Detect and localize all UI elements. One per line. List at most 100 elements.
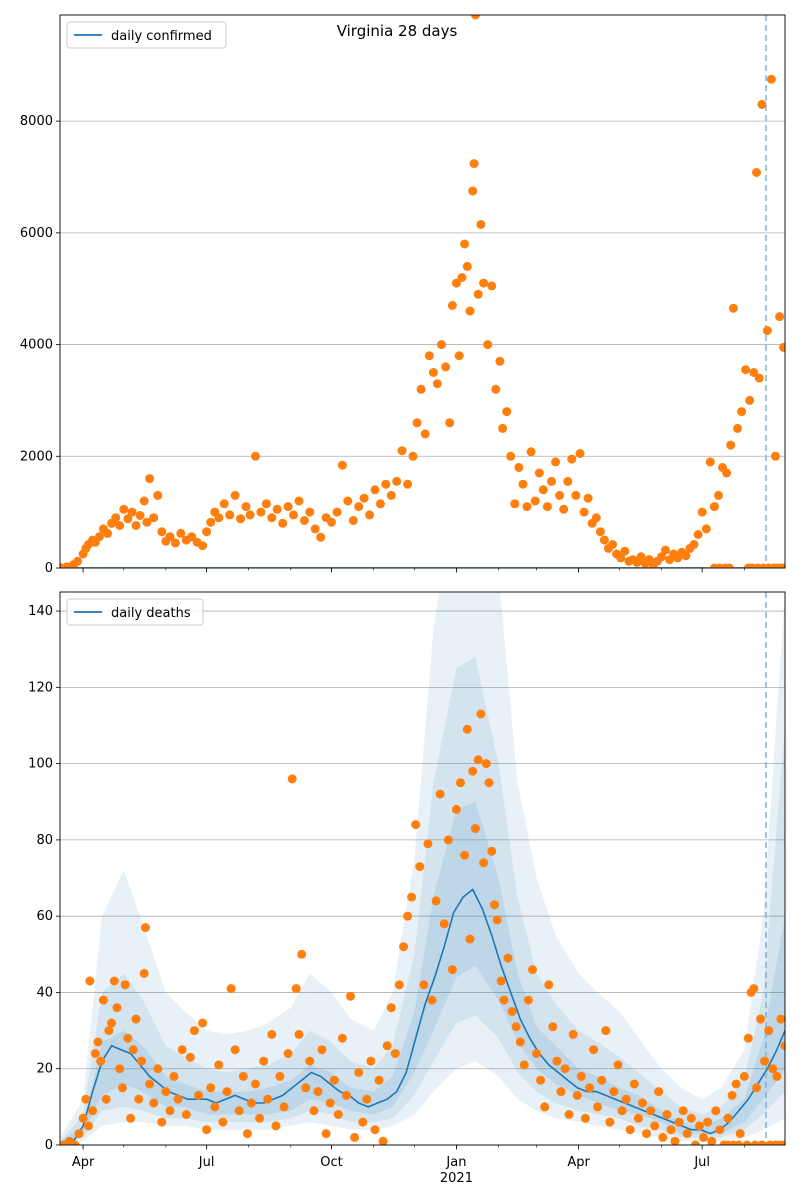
- data-point: [291, 984, 301, 994]
- data-point: [123, 514, 133, 524]
- data-point: [272, 504, 282, 514]
- data-point: [532, 1049, 541, 1058]
- data-point: [420, 429, 430, 439]
- data-point: [131, 521, 141, 530]
- data-point: [697, 507, 707, 517]
- y-tick-label: 8000: [20, 114, 53, 129]
- legend-label: daily confirmed: [111, 29, 212, 44]
- data-point: [620, 546, 630, 556]
- data-point: [246, 1098, 256, 1108]
- data-point: [766, 74, 776, 84]
- data-point: [366, 1056, 376, 1066]
- data-point: [445, 418, 455, 428]
- data-point: [768, 1064, 778, 1074]
- data-point: [176, 528, 186, 538]
- data-point: [297, 949, 307, 959]
- data-point: [139, 496, 149, 506]
- data-point: [572, 1090, 582, 1100]
- data-point: [153, 1064, 163, 1074]
- data-point: [189, 1026, 199, 1036]
- data-point: [470, 824, 480, 833]
- data-point: [165, 532, 175, 542]
- x-tick-label: Apr: [567, 1155, 590, 1170]
- data-point: [126, 1113, 136, 1123]
- data-point: [85, 976, 95, 986]
- data-point: [707, 1136, 717, 1145]
- data-point: [454, 351, 464, 361]
- data-point: [279, 1102, 289, 1112]
- data-point: [662, 1110, 672, 1119]
- data-point: [399, 942, 408, 952]
- data-point: [104, 1026, 114, 1036]
- y-tick-label: 60: [36, 909, 53, 924]
- data-point: [499, 995, 509, 1005]
- data-point: [503, 953, 513, 963]
- data-point: [690, 1140, 700, 1145]
- data-point: [443, 835, 453, 845]
- y-tick-label: 140: [28, 604, 53, 619]
- y-tick-label: 20: [36, 1062, 53, 1077]
- data-point: [278, 518, 288, 528]
- data-point: [658, 1132, 668, 1142]
- data-point: [757, 99, 767, 109]
- data-point: [267, 513, 277, 523]
- data-point: [214, 513, 224, 523]
- data-point: [289, 510, 298, 520]
- data-point: [496, 976, 506, 986]
- data-point: [523, 995, 533, 1005]
- data-point: [601, 1026, 611, 1036]
- data-point: [462, 261, 472, 271]
- axes-frame: [59, 591, 786, 1146]
- data-point: [226, 984, 236, 994]
- data-point: [735, 1129, 745, 1139]
- data-point: [141, 923, 150, 933]
- data-point: [507, 1007, 517, 1016]
- data-point: [84, 1121, 93, 1131]
- data-point: [149, 513, 159, 523]
- data-point: [731, 1079, 741, 1089]
- data-point: [435, 789, 445, 799]
- data-point: [487, 281, 497, 291]
- data-point: [750, 1140, 760, 1145]
- data-point: [526, 447, 536, 457]
- data-point: [263, 1094, 273, 1104]
- data-point: [390, 1049, 400, 1058]
- data-point: [556, 1087, 566, 1097]
- data-point: [142, 517, 152, 527]
- plot-area: [60, 592, 785, 1145]
- data-point: [564, 1110, 574, 1119]
- data-point: [365, 510, 375, 520]
- data-point: [686, 1113, 696, 1123]
- data-point: [621, 1094, 631, 1104]
- data-point: [403, 911, 413, 921]
- data-point: [316, 532, 326, 542]
- data-point: [502, 407, 512, 417]
- data-point: [256, 507, 266, 517]
- data-point: [408, 451, 418, 461]
- data-point: [70, 1140, 80, 1145]
- y-tick-label: 120: [28, 680, 53, 695]
- data-point: [689, 540, 699, 549]
- data-point: [333, 1110, 343, 1119]
- data-point: [350, 1132, 360, 1142]
- y-tick-label: 80: [36, 833, 53, 848]
- data-point: [411, 820, 421, 830]
- data-point: [317, 1045, 327, 1055]
- data-point: [90, 1049, 100, 1058]
- data-point: [287, 774, 297, 784]
- data-point: [392, 476, 402, 486]
- data-point: [135, 511, 145, 520]
- data-point: [337, 1033, 347, 1043]
- data-point: [222, 1087, 232, 1097]
- data-point: [484, 778, 494, 788]
- data-point: [487, 846, 497, 856]
- data-point: [711, 1106, 721, 1116]
- data-point: [283, 502, 293, 512]
- data-point: [236, 514, 246, 524]
- data-point: [542, 502, 552, 512]
- data-point: [198, 541, 208, 551]
- data-point: [354, 502, 364, 512]
- data-point: [739, 1071, 749, 1081]
- data-point: [650, 1121, 660, 1131]
